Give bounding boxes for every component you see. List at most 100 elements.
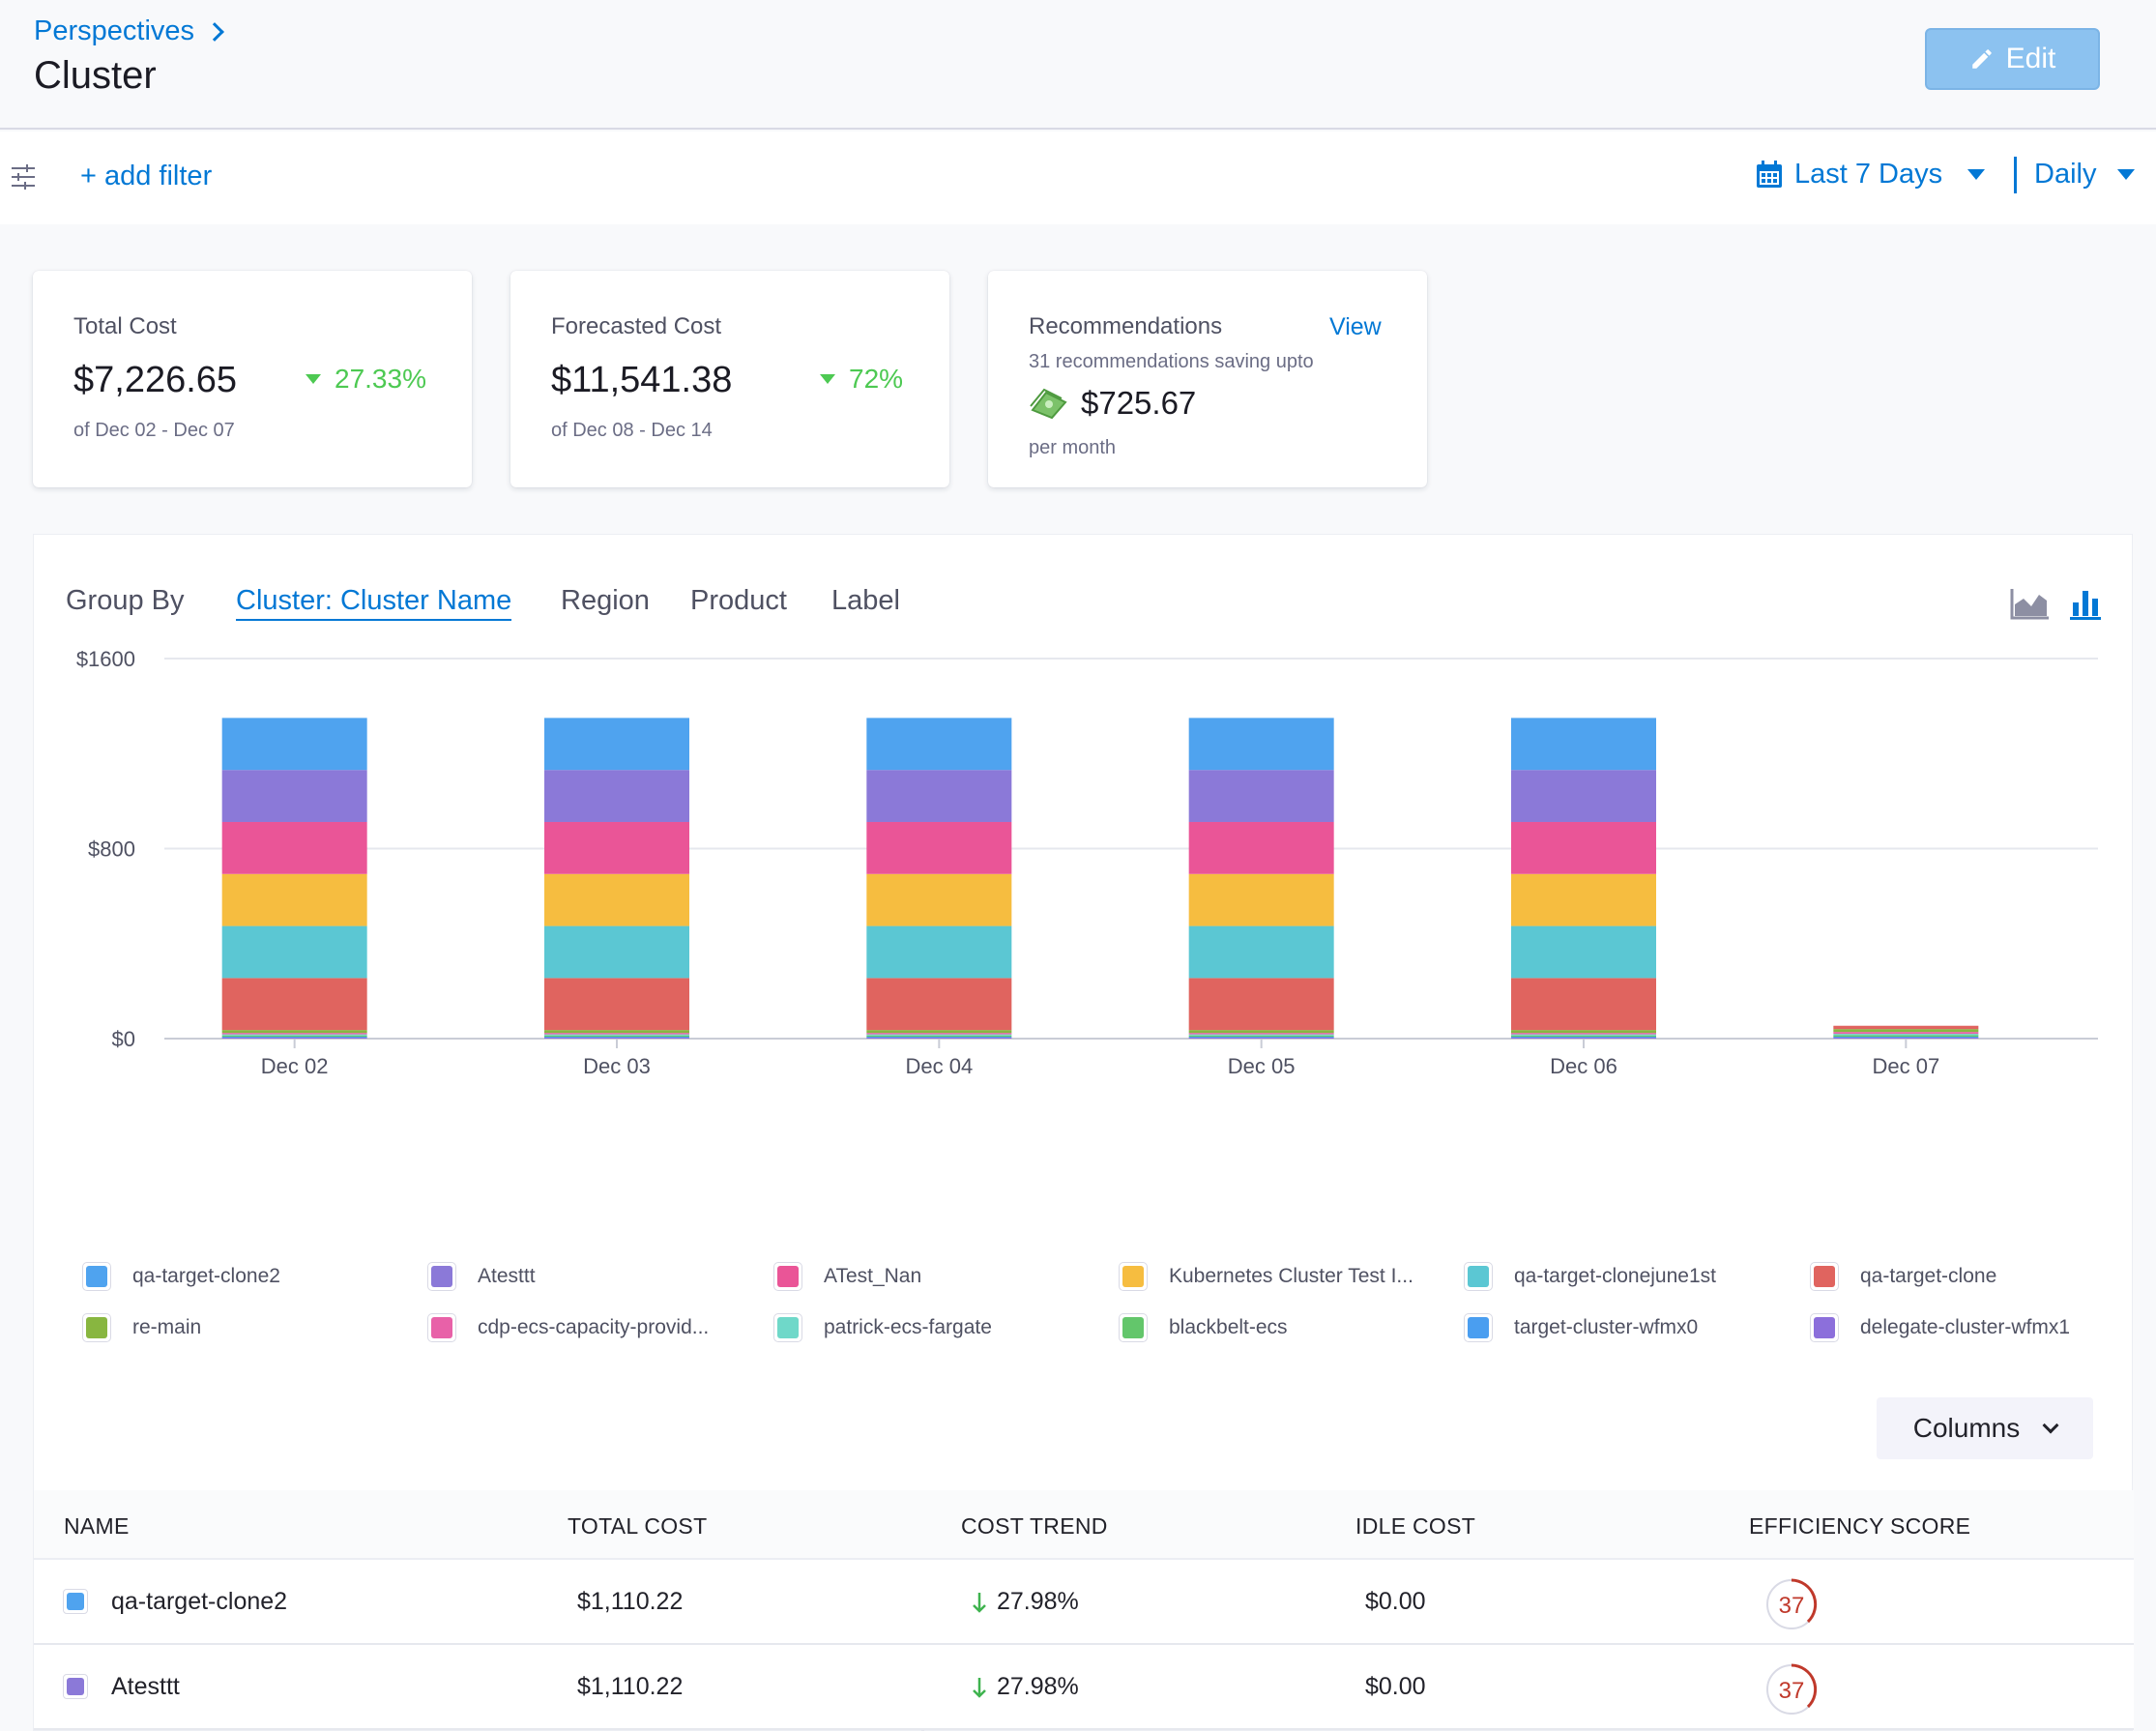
bar-segment bbox=[1188, 978, 1334, 1031]
bar-segment bbox=[1511, 1030, 1656, 1034]
legend-label: patrick-ecs-fargate bbox=[824, 1316, 992, 1338]
header-total-cost[interactable]: TOTAL COST bbox=[568, 1513, 708, 1539]
bar-segment bbox=[1833, 1029, 1979, 1033]
legend-swatch-fill bbox=[431, 1266, 452, 1287]
legend-swatch bbox=[82, 1313, 111, 1342]
bar-segment bbox=[1511, 978, 1656, 1031]
legend-label: ATest_Nan bbox=[824, 1265, 922, 1287]
filter-sliders-icon[interactable] bbox=[10, 162, 37, 191]
bar-segment bbox=[1833, 1025, 1979, 1030]
legend-swatch bbox=[1810, 1262, 1839, 1291]
bar-segment bbox=[866, 978, 1012, 1031]
bar-segment bbox=[544, 925, 689, 979]
header-name[interactable]: NAME bbox=[64, 1513, 130, 1539]
bar-segment bbox=[1511, 718, 1656, 771]
bar-segment bbox=[544, 1038, 689, 1039]
legend-swatch-fill bbox=[1468, 1317, 1489, 1338]
cost-table: NAME TOTAL COST COST TREND IDLE COST EFF… bbox=[34, 1490, 2134, 1731]
bar-segment bbox=[544, 770, 689, 822]
group-by-label: Group By bbox=[66, 585, 185, 616]
table-row[interactable]: qa-target-clone2 $1,110.22 27.98% $0.00 … bbox=[34, 1560, 2134, 1645]
columns-button[interactable]: Columns bbox=[1877, 1397, 2093, 1459]
header-efficiency-score[interactable]: EFFICIENCY SCORE bbox=[1749, 1513, 1971, 1539]
area-chart-icon[interactable] bbox=[2010, 587, 2051, 620]
legend-item[interactable]: cdp-ecs-capacity-provid... bbox=[427, 1313, 709, 1342]
pencil-icon bbox=[1971, 49, 1992, 69]
bar-segment bbox=[1188, 1033, 1334, 1035]
bar-segment bbox=[544, 1033, 689, 1035]
bar-segment bbox=[1188, 1037, 1334, 1039]
date-range-label: Last 7 Days bbox=[1794, 159, 1943, 190]
legend-label: Kubernetes Cluster Test I... bbox=[1169, 1265, 1413, 1287]
bar-segment bbox=[1188, 1034, 1334, 1036]
groupby-tab-product[interactable]: Product bbox=[690, 585, 787, 616]
legend-item[interactable]: re-main bbox=[82, 1313, 201, 1342]
bar-segment bbox=[866, 770, 1012, 822]
legend-swatch-fill bbox=[1814, 1266, 1835, 1287]
bar-segment bbox=[1188, 821, 1334, 874]
header-idle-cost[interactable]: IDLE COST bbox=[1355, 1513, 1476, 1539]
legend-swatch bbox=[773, 1313, 802, 1342]
total-cost-period: of Dec 02 - Dec 07 bbox=[73, 420, 235, 441]
chart-panel: Group By Cluster: Cluster Name Region Pr… bbox=[33, 534, 2134, 1731]
legend-item[interactable]: qa-target-clone2 bbox=[82, 1262, 280, 1291]
bar-segment bbox=[866, 821, 1012, 874]
table-header: NAME TOTAL COST COST TREND IDLE COST EFF… bbox=[34, 1490, 2134, 1560]
bar-segment bbox=[544, 1034, 689, 1036]
total-cost-trend-value: 27.33% bbox=[335, 364, 426, 394]
bar-segment bbox=[221, 821, 367, 874]
bar-segment bbox=[1511, 1034, 1656, 1036]
legend-item[interactable]: delegate-cluster-wfmx1 bbox=[1810, 1313, 2070, 1342]
bar-segment bbox=[866, 1030, 1012, 1034]
breadcrumb[interactable]: Perspectives bbox=[34, 15, 224, 47]
row-idle-cost: $0.00 bbox=[1365, 1673, 1426, 1700]
row-name: qa-target-clone2 bbox=[111, 1588, 288, 1615]
groupby-tab-region[interactable]: Region bbox=[561, 585, 650, 616]
bar-segment bbox=[1511, 1037, 1656, 1039]
legend-swatch bbox=[82, 1262, 111, 1291]
bar-chart-icon[interactable] bbox=[2068, 587, 2103, 620]
bar-segment bbox=[1188, 718, 1334, 771]
caret-down-icon bbox=[2117, 169, 2136, 180]
bar-segment bbox=[866, 1038, 1012, 1039]
recommendations-view-link[interactable]: View bbox=[1329, 313, 1382, 340]
legend-item[interactable]: patrick-ecs-fargate bbox=[773, 1313, 992, 1342]
bar-segment bbox=[544, 1030, 689, 1034]
groupby-tab-label[interactable]: Label bbox=[831, 585, 900, 616]
legend-item[interactable]: Kubernetes Cluster Test I... bbox=[1119, 1262, 1413, 1291]
legend-swatch-fill bbox=[86, 1266, 107, 1287]
legend-item[interactable]: target-cluster-wfmx0 bbox=[1464, 1313, 1698, 1342]
forecasted-cost-label: Forecasted Cost bbox=[551, 313, 722, 339]
header-cost-trend[interactable]: COST TREND bbox=[961, 1513, 1108, 1539]
add-filter-button[interactable]: + add filter bbox=[80, 161, 213, 191]
legend-swatch-fill bbox=[1814, 1317, 1835, 1338]
groupby-tab-cluster-name[interactable]: Cluster: Cluster Name bbox=[236, 585, 512, 621]
legend-item[interactable]: blackbelt-ecs bbox=[1119, 1313, 1288, 1342]
bar-segment bbox=[544, 1035, 689, 1038]
bar-segment bbox=[1188, 925, 1334, 979]
table-row[interactable]: Atesttt $1,110.22 27.98% $0.00 37 bbox=[34, 1645, 2134, 1730]
legend-item[interactable]: Atesttt bbox=[427, 1262, 536, 1291]
page-header: Perspectives Cluster Edit bbox=[0, 0, 2156, 130]
trend-down-icon bbox=[820, 374, 835, 384]
legend-swatch bbox=[1464, 1262, 1493, 1291]
legend-item[interactable]: ATest_Nan bbox=[773, 1262, 921, 1291]
recommendations-amount: $725.67 bbox=[1029, 385, 1196, 422]
recommendations-amount-value: $725.67 bbox=[1081, 385, 1197, 421]
bar-segment bbox=[866, 925, 1012, 979]
bar-segment bbox=[544, 978, 689, 1031]
bar-segment bbox=[866, 1037, 1012, 1039]
granularity-dropdown[interactable]: Daily bbox=[2034, 159, 2136, 191]
edit-button[interactable]: Edit bbox=[1925, 28, 2100, 90]
bar-segment bbox=[866, 1033, 1012, 1035]
legend-item[interactable]: qa-target-clone bbox=[1810, 1262, 1996, 1291]
breadcrumb-perspectives-link[interactable]: Perspectives bbox=[34, 15, 195, 46]
x-tick-label: Dec 07 bbox=[1872, 1054, 1939, 1078]
legend-item[interactable]: qa-target-clonejune1st bbox=[1464, 1262, 1716, 1291]
money-icon bbox=[1030, 388, 1067, 420]
bar-segment bbox=[221, 978, 367, 1031]
total-cost-trend: 27.33% bbox=[306, 364, 426, 395]
date-range-picker[interactable]: Last 7 Days bbox=[1756, 159, 1986, 191]
forecasted-cost-trend: 72% bbox=[820, 364, 903, 395]
y-tick-label: $1600 bbox=[76, 651, 135, 671]
